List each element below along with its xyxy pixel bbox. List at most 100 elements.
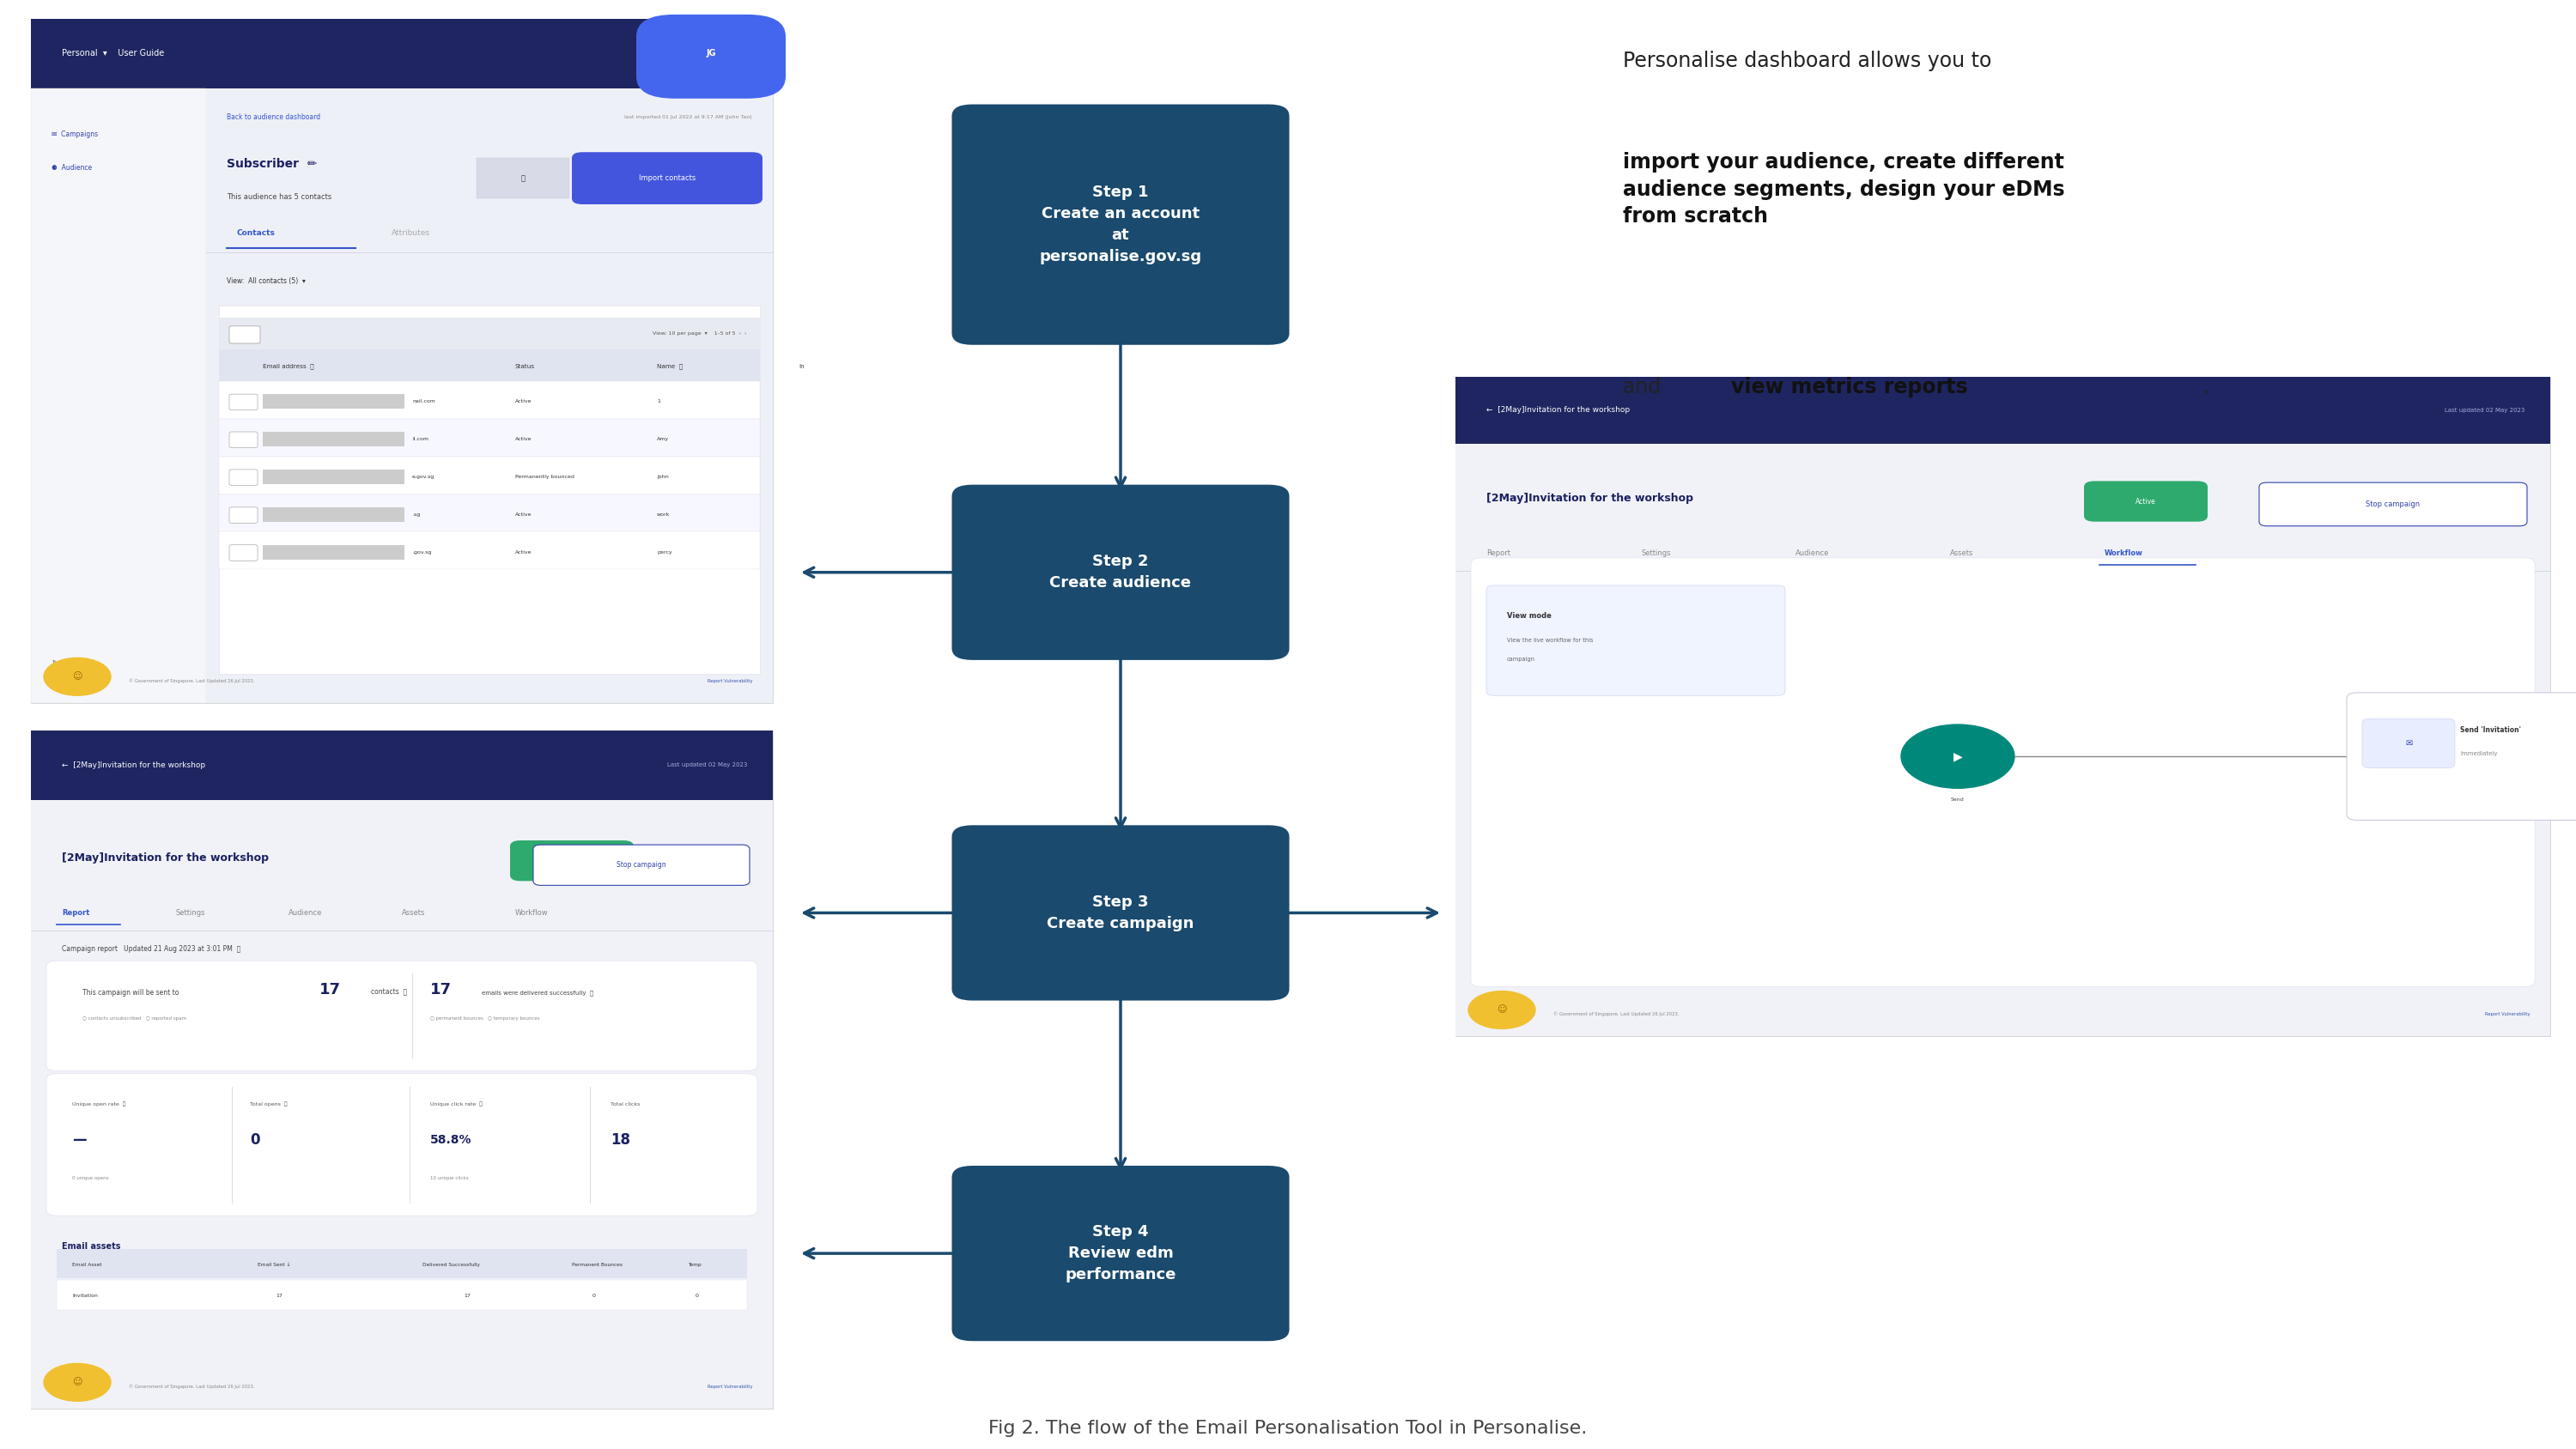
Text: Name  ⓘ: Name ⓘ — [657, 364, 683, 369]
Text: 0: 0 — [250, 1133, 260, 1148]
Text: Active: Active — [515, 551, 531, 554]
Text: Personal  ▾    User Guide: Personal ▾ User Guide — [62, 49, 165, 58]
Text: Report Vulnerability: Report Vulnerability — [706, 680, 752, 682]
Text: nail.com: nail.com — [412, 400, 435, 403]
Text: View: 10 per page  ▾    1–5 of 5  ‹  ›: View: 10 per page ▾ 1–5 of 5 ‹ › — [652, 332, 747, 335]
Text: This audience has 5 contacts: This audience has 5 contacts — [227, 193, 332, 201]
Text: Invitation: Invitation — [72, 1294, 98, 1297]
Text: 58.8%: 58.8% — [430, 1135, 471, 1146]
Text: Amy: Amy — [657, 438, 670, 440]
FancyBboxPatch shape — [31, 19, 773, 88]
Text: Subscriber  ✏: Subscriber ✏ — [227, 158, 317, 170]
Text: Campaign report   Updated 21 Aug 2023 at 3:01 PM  ⓘ: Campaign report Updated 21 Aug 2023 at 3… — [62, 945, 240, 953]
Text: ⚈  Audience: ⚈ Audience — [52, 164, 93, 172]
FancyBboxPatch shape — [219, 306, 760, 674]
Text: Stop campaign: Stop campaign — [2365, 500, 2421, 509]
Text: ○ permanent bounces   ○ temporary bounces: ○ permanent bounces ○ temporary bounces — [430, 1017, 541, 1020]
FancyBboxPatch shape — [2362, 719, 2455, 768]
Text: 17: 17 — [319, 982, 340, 997]
Text: Active: Active — [515, 513, 531, 516]
FancyBboxPatch shape — [229, 432, 258, 448]
Text: Email assets: Email assets — [62, 1242, 121, 1250]
FancyBboxPatch shape — [31, 730, 773, 800]
Text: Attributes: Attributes — [392, 229, 430, 238]
Text: and: and — [1623, 377, 1667, 397]
Text: Active: Active — [515, 438, 531, 440]
Text: 17: 17 — [276, 1294, 283, 1297]
Text: ←  [2May]Invitation for the workshop: ← [2May]Invitation for the workshop — [62, 761, 206, 769]
Circle shape — [44, 658, 111, 696]
Text: last imported 01 Jul 2022 at 9:17 AM (John Tan): last imported 01 Jul 2022 at 9:17 AM (Jo… — [623, 116, 752, 119]
Text: ←  [2May]Invitation for the workshop: ← [2May]Invitation for the workshop — [1486, 406, 1631, 414]
Text: Assets: Assets — [1950, 549, 1973, 558]
Text: Email Asset: Email Asset — [72, 1264, 103, 1266]
FancyBboxPatch shape — [219, 317, 760, 349]
Text: Step 2
Create audience: Step 2 Create audience — [1051, 554, 1190, 591]
FancyBboxPatch shape — [510, 840, 634, 881]
Text: e.gov.sg: e.gov.sg — [412, 475, 435, 478]
Text: Permanent Bounces: Permanent Bounces — [572, 1264, 623, 1266]
Text: Total opens  ⓘ: Total opens ⓘ — [250, 1101, 289, 1107]
FancyBboxPatch shape — [219, 494, 760, 532]
Text: Settings: Settings — [1641, 549, 1669, 558]
Text: Assets: Assets — [402, 909, 425, 917]
Text: Back to audience dashboard: Back to audience dashboard — [227, 113, 319, 122]
FancyBboxPatch shape — [229, 394, 258, 410]
Text: This campaign will be sent to: This campaign will be sent to — [82, 988, 178, 997]
Text: Workflow: Workflow — [2105, 549, 2143, 558]
Text: 10 unique clicks: 10 unique clicks — [430, 1177, 469, 1179]
Text: JG: JG — [706, 49, 716, 58]
Text: Active: Active — [515, 400, 531, 403]
FancyBboxPatch shape — [31, 800, 773, 1408]
FancyBboxPatch shape — [219, 456, 760, 494]
FancyBboxPatch shape — [2259, 483, 2527, 526]
Text: 0 unique opens: 0 unique opens — [72, 1177, 108, 1179]
FancyBboxPatch shape — [219, 532, 760, 569]
Circle shape — [1901, 724, 2014, 788]
Text: view metrics reports: view metrics reports — [1731, 377, 1968, 397]
Text: contacts  ⓘ: contacts ⓘ — [371, 988, 407, 997]
FancyBboxPatch shape — [57, 1279, 747, 1310]
Text: ✉  Campaigns: ✉ Campaigns — [52, 130, 98, 139]
FancyBboxPatch shape — [31, 730, 773, 1408]
Text: [2May]Invitation for the workshop: [2May]Invitation for the workshop — [1486, 493, 1692, 504]
Text: Audience: Audience — [289, 909, 322, 917]
FancyBboxPatch shape — [46, 961, 757, 1071]
Text: View:  All contacts (5)  ▾: View: All contacts (5) ▾ — [227, 277, 307, 285]
Text: Toggle sidebar: Toggle sidebar — [52, 661, 85, 664]
FancyBboxPatch shape — [263, 432, 404, 446]
Text: Fig 2. The flow of the Email Personalisation Tool in Personalise.: Fig 2. The flow of the Email Personalisa… — [989, 1420, 1587, 1437]
Text: campaign: campaign — [1507, 656, 1535, 662]
FancyBboxPatch shape — [263, 507, 404, 522]
Circle shape — [44, 1364, 111, 1401]
FancyBboxPatch shape — [477, 158, 569, 199]
Text: il.com: il.com — [412, 438, 428, 440]
Text: Audience: Audience — [1795, 549, 1829, 558]
FancyBboxPatch shape — [2347, 693, 2576, 820]
FancyBboxPatch shape — [636, 14, 786, 99]
FancyBboxPatch shape — [263, 545, 404, 559]
Text: Contacts: Contacts — [237, 229, 276, 238]
Text: Send: Send — [1950, 798, 1965, 801]
Text: Report Vulnerability: Report Vulnerability — [706, 1385, 752, 1388]
Text: —: — — [72, 1133, 88, 1148]
Text: ☺: ☺ — [72, 1378, 82, 1387]
Text: © Government of Singapore. Last Updated 26 Jul 2023.: © Government of Singapore. Last Updated … — [1553, 1011, 1680, 1017]
FancyBboxPatch shape — [1486, 585, 1785, 696]
Text: 0: 0 — [696, 1294, 698, 1297]
FancyBboxPatch shape — [953, 1165, 1288, 1342]
Text: .sg: .sg — [412, 513, 420, 516]
FancyBboxPatch shape — [572, 152, 762, 204]
FancyBboxPatch shape — [953, 104, 1288, 345]
Text: Step 3
Create campaign: Step 3 Create campaign — [1046, 894, 1195, 932]
FancyBboxPatch shape — [219, 419, 760, 456]
Text: .: . — [2202, 377, 2208, 397]
Text: © Government of Singapore. Last Updated 26 Jul 2023.: © Government of Singapore. Last Updated … — [129, 1384, 255, 1390]
Text: Personalise dashboard allows you to: Personalise dashboard allows you to — [1623, 51, 1991, 71]
Text: Settings: Settings — [175, 909, 206, 917]
Text: Total clicks: Total clicks — [611, 1103, 639, 1106]
FancyBboxPatch shape — [31, 19, 773, 703]
Text: 17: 17 — [430, 982, 451, 997]
Text: 🗑: 🗑 — [520, 174, 526, 183]
Text: Step 1
Create an account
at
personalise.gov.sg: Step 1 Create an account at personalise.… — [1038, 184, 1203, 265]
